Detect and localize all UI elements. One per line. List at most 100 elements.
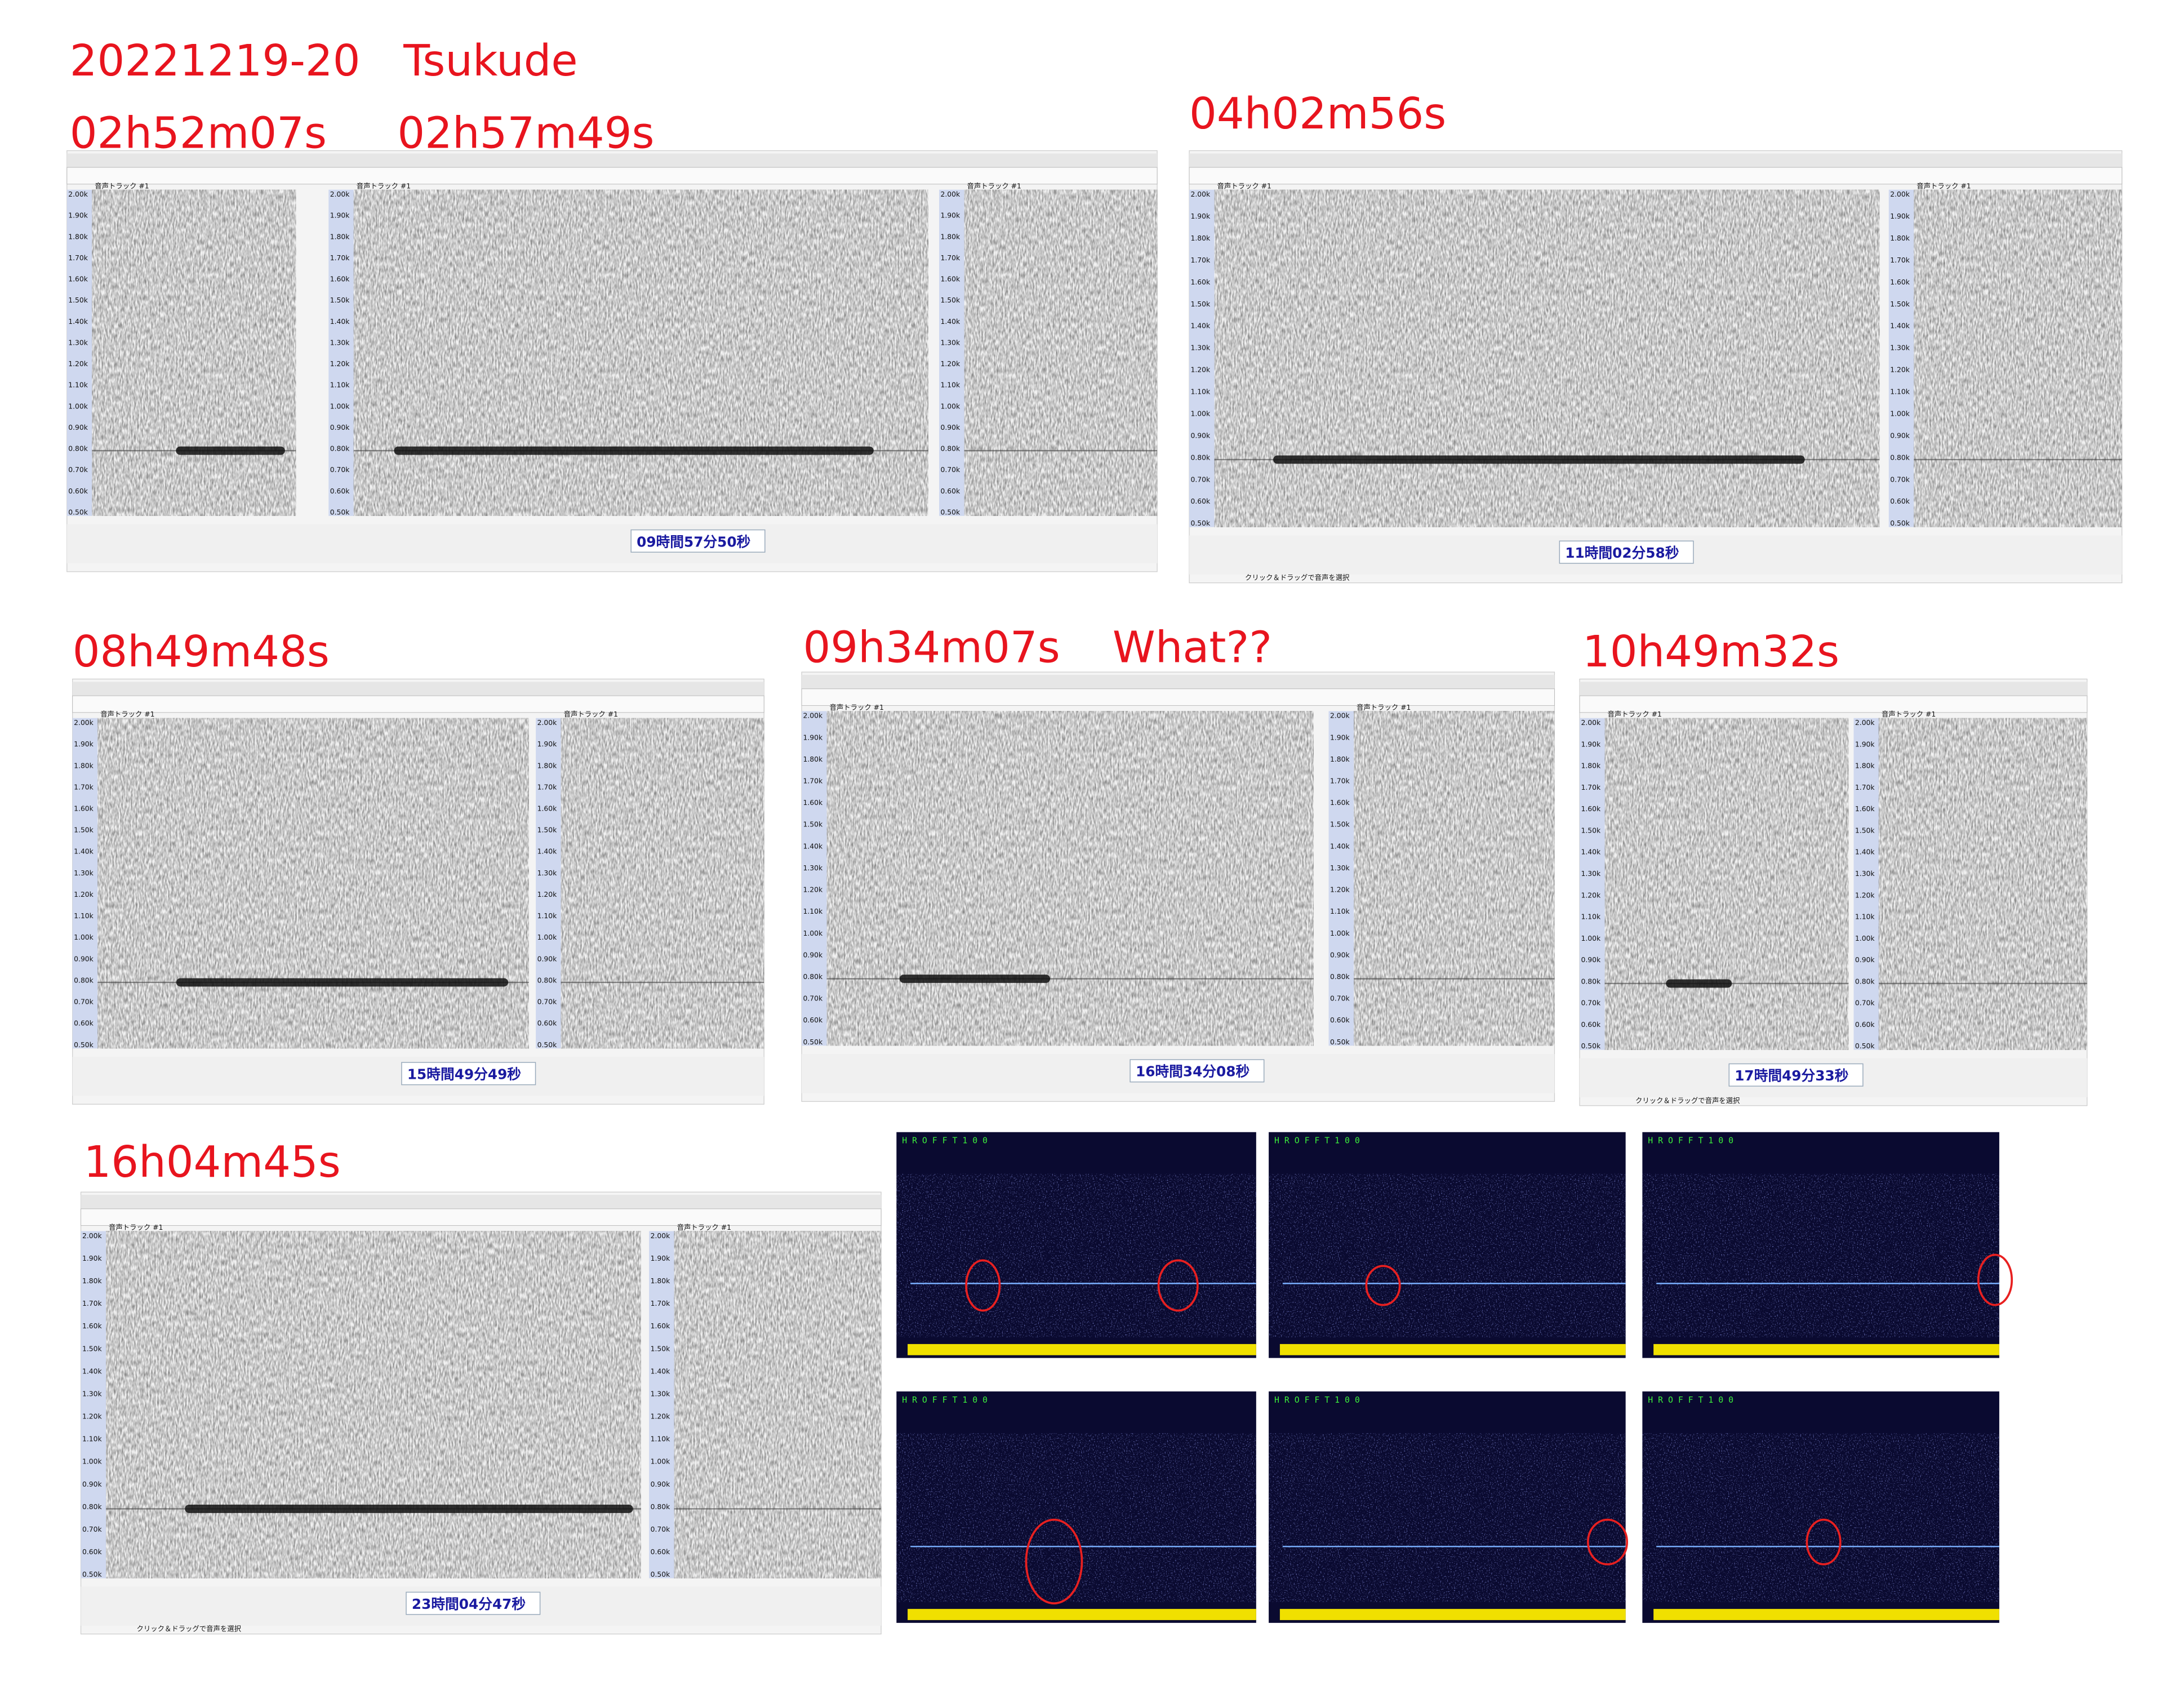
freq-label: 1.70k — [68, 254, 88, 262]
freq-label: 0.80k — [1330, 973, 1350, 981]
freq-label: 1.80k — [74, 762, 94, 770]
freq-axis — [1888, 189, 1914, 527]
freq-label: 0.70k — [941, 466, 961, 474]
freq-label: 1.30k — [803, 864, 824, 872]
freq-label: 1.10k — [68, 381, 88, 389]
freq-label: 1.70k — [330, 254, 350, 262]
freq-label: 1.00k — [537, 933, 558, 941]
freq-label: 2.00k — [330, 190, 350, 198]
hrofft-header: H R O F F T 1 0 0 — [1274, 1395, 1360, 1405]
time-readout: 16時間34分08秒 — [1136, 1064, 1250, 1080]
status-hint: クリック＆ドラッグで音声を選択 — [1245, 573, 1350, 582]
freq-label: 0.50k — [1855, 1042, 1875, 1050]
freq-label: 1.90k — [1330, 733, 1350, 741]
freq-axis — [1328, 711, 1354, 1046]
spectrogram-noise — [674, 1231, 882, 1578]
freq-label: 0.90k — [1581, 956, 1601, 964]
freq-label: 1.00k — [651, 1458, 671, 1466]
freq-label: 1.30k — [74, 869, 94, 877]
freq-label: 1.90k — [82, 1255, 103, 1262]
freq-label: 1.50k — [82, 1345, 103, 1353]
freq-label: 0.60k — [1855, 1021, 1875, 1029]
freq-label: 0.90k — [1855, 956, 1875, 964]
freq-label: 1.20k — [68, 360, 88, 368]
freq-label: 1.20k — [330, 360, 350, 368]
freq-label: 2.00k — [803, 712, 824, 720]
track-name: 音声トラック #1 — [1882, 710, 1936, 718]
freq-label: 0.50k — [330, 508, 350, 516]
track-name: 音声トラック #1 — [357, 181, 411, 190]
freq-label: 2.00k — [537, 719, 558, 727]
audacity-screenshot: 音声トラック #1 2.00k 1.90k 1.80k 1.70k 1.60k 1.50k 1… — [801, 671, 1555, 1102]
highlight-circle — [1977, 1253, 2013, 1306]
freq-label: 1.40k — [330, 318, 350, 326]
freq-label: 0.60k — [82, 1548, 103, 1556]
freq-label: 0.80k — [651, 1503, 671, 1511]
freq-label: 0.90k — [941, 424, 961, 432]
hrofft-panel: H R O F F T 1 0 0 — [1269, 1132, 1626, 1358]
track-name: 音声トラック #1 — [1217, 181, 1271, 190]
audacity-screenshot: 音声トラック #1 2.00k 1.90k 1.80k 1.70k 1.60k 1.50k 1… — [1189, 150, 2123, 584]
freq-label: 1.30k — [68, 339, 88, 346]
freq-label: 0.60k — [537, 1020, 558, 1028]
freq-label: 1.80k — [1191, 234, 1211, 242]
freq-label: 1.60k — [941, 275, 961, 283]
meteor-echo — [185, 1505, 633, 1513]
freq-label: 1.50k — [1581, 826, 1601, 834]
freq-label: 0.80k — [941, 445, 961, 453]
freq-label: 0.50k — [1191, 519, 1211, 527]
track-name: 音声トラック #1 — [830, 703, 884, 711]
power-strip — [908, 1609, 1256, 1620]
readout-box — [1130, 1059, 1265, 1083]
freq-label: 2.00k — [1855, 719, 1875, 727]
freq-label: 1.10k — [1581, 913, 1601, 921]
freq-label: 1.60k — [82, 1322, 103, 1330]
freq-label: 1.80k — [537, 762, 558, 770]
spectrogram-noise — [964, 189, 1158, 516]
freq-label: 0.50k — [1890, 519, 1910, 527]
freq-label: 0.70k — [74, 998, 94, 1006]
freq-label: 0.60k — [651, 1548, 671, 1556]
freq-label: 0.50k — [941, 508, 961, 516]
track-name: 音声トラック #1 — [1357, 703, 1411, 711]
time-readout: 15時間49分49秒 — [407, 1066, 521, 1083]
timeline — [1579, 695, 2088, 713]
freq-label: 0.70k — [1581, 999, 1601, 1007]
highlight-circle — [1365, 1265, 1401, 1306]
freq-label: 1.20k — [803, 886, 824, 894]
freq-axis — [72, 718, 98, 1049]
freq-label: 1.90k — [68, 212, 88, 220]
freq-label: 1.30k — [651, 1390, 671, 1398]
readout-box — [630, 529, 766, 553]
hrofft-header: H R O F F T 1 0 0 — [1274, 1136, 1360, 1146]
freq-label: 0.50k — [82, 1571, 103, 1578]
freq-axis — [1579, 718, 1605, 1050]
freq-label: 1.00k — [1330, 929, 1350, 937]
freq-label: 1.80k — [803, 755, 824, 763]
time-readout: 11時間02分58秒 — [1565, 545, 1679, 561]
freq-axis — [1853, 718, 1879, 1050]
freq-label: 0.70k — [1890, 475, 1910, 483]
status-hint: クリック＆ドラッグで音声を選択 — [137, 1625, 242, 1633]
freq-label: 1.00k — [1191, 410, 1211, 417]
freq-label: 1.40k — [74, 848, 94, 856]
freq-label: 0.50k — [1330, 1038, 1350, 1046]
freq-label: 0.60k — [1890, 497, 1910, 505]
page-title: 20221219-20 Tsukude — [70, 36, 578, 86]
spectrogram-noise — [1878, 718, 2087, 1050]
freq-label: 1.50k — [803, 821, 824, 829]
freq-label: 1.00k — [941, 402, 961, 410]
freq-label: 1.40k — [82, 1367, 103, 1375]
hrofft-panel: H R O F F T 1 0 0 — [896, 1391, 1256, 1623]
freq-label: 1.00k — [330, 402, 350, 410]
timeline — [1189, 167, 2123, 185]
freq-label: 0.80k — [68, 445, 88, 453]
freq-label: 1.50k — [941, 296, 961, 304]
freq-label: 1.50k — [74, 826, 94, 834]
meteor-echo — [1273, 455, 1805, 464]
freq-label: 1.30k — [1191, 344, 1211, 352]
freq-label: 0.50k — [537, 1041, 558, 1049]
freq-label: 1.20k — [1855, 891, 1875, 899]
freq-label: 1.90k — [74, 740, 94, 748]
